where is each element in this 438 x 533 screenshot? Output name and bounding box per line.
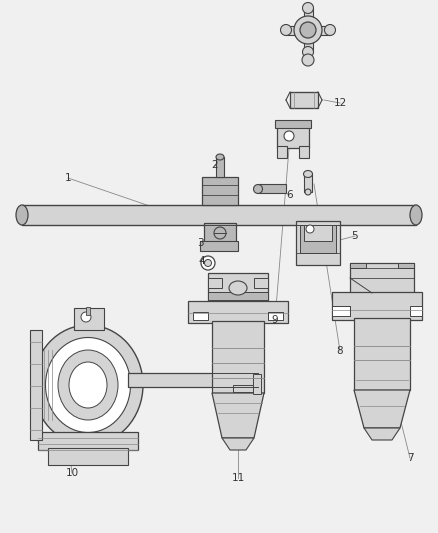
Text: 1: 1 (65, 173, 71, 183)
Bar (398, 263, 414, 268)
Bar (202, 177, 238, 205)
Bar (410, 306, 422, 316)
Text: 3: 3 (197, 238, 203, 248)
Bar (332, 292, 422, 320)
Bar (350, 263, 414, 293)
Bar (277, 126, 309, 148)
Text: 5: 5 (352, 231, 358, 241)
Ellipse shape (69, 362, 107, 408)
Ellipse shape (306, 225, 314, 233)
Ellipse shape (305, 189, 311, 195)
Bar (296, 221, 340, 265)
Bar (22, 205, 416, 225)
Bar (30, 330, 42, 440)
Text: 7: 7 (407, 453, 413, 463)
Ellipse shape (304, 171, 312, 177)
Bar (300, 225, 336, 253)
Text: 10: 10 (65, 468, 78, 478)
Bar (290, 92, 318, 108)
Ellipse shape (410, 205, 422, 225)
Bar (208, 292, 268, 300)
Bar (258, 184, 286, 193)
Text: 2: 2 (212, 160, 218, 170)
Bar (332, 306, 350, 316)
Bar (188, 301, 288, 323)
Ellipse shape (254, 184, 262, 193)
Text: 9: 9 (272, 315, 278, 325)
Ellipse shape (46, 337, 131, 432)
Text: 8: 8 (337, 346, 343, 356)
Bar (204, 223, 236, 243)
Bar (86, 307, 90, 315)
Bar (304, 174, 312, 192)
Ellipse shape (284, 131, 294, 141)
Text: 11: 11 (231, 473, 245, 483)
Bar (212, 321, 264, 393)
Text: 4: 4 (199, 256, 205, 266)
Bar (354, 318, 410, 390)
Bar (350, 263, 366, 268)
Ellipse shape (201, 256, 215, 270)
Ellipse shape (302, 54, 314, 66)
Bar (38, 432, 138, 450)
Bar (286, 26, 308, 35)
Ellipse shape (303, 3, 314, 13)
Ellipse shape (205, 260, 212, 266)
Bar (216, 157, 224, 177)
Ellipse shape (58, 350, 118, 420)
Ellipse shape (16, 205, 28, 225)
Bar (253, 374, 261, 394)
Bar (268, 312, 283, 320)
Bar (200, 241, 238, 251)
Text: 6: 6 (287, 190, 293, 200)
Polygon shape (354, 390, 410, 428)
Ellipse shape (33, 325, 143, 445)
Bar (48, 448, 128, 465)
Polygon shape (212, 393, 264, 438)
Bar (74, 308, 104, 330)
Ellipse shape (280, 25, 292, 36)
Ellipse shape (325, 25, 336, 36)
Bar (208, 278, 222, 288)
Bar (275, 120, 311, 128)
Ellipse shape (214, 227, 226, 239)
Bar (277, 146, 287, 158)
Ellipse shape (216, 154, 224, 160)
Bar (308, 26, 330, 35)
Ellipse shape (303, 46, 314, 58)
Text: 12: 12 (333, 98, 346, 108)
Polygon shape (364, 428, 400, 440)
Bar (299, 146, 309, 158)
Bar (233, 385, 258, 392)
Bar (193, 312, 208, 320)
Bar (208, 273, 268, 303)
Ellipse shape (229, 281, 247, 295)
Polygon shape (222, 438, 254, 450)
Bar (304, 30, 312, 52)
Ellipse shape (294, 16, 322, 44)
Ellipse shape (81, 312, 91, 322)
Ellipse shape (300, 22, 316, 38)
Bar (254, 278, 268, 288)
Bar (304, 8, 312, 30)
Bar (128, 373, 258, 387)
Bar (304, 225, 332, 241)
